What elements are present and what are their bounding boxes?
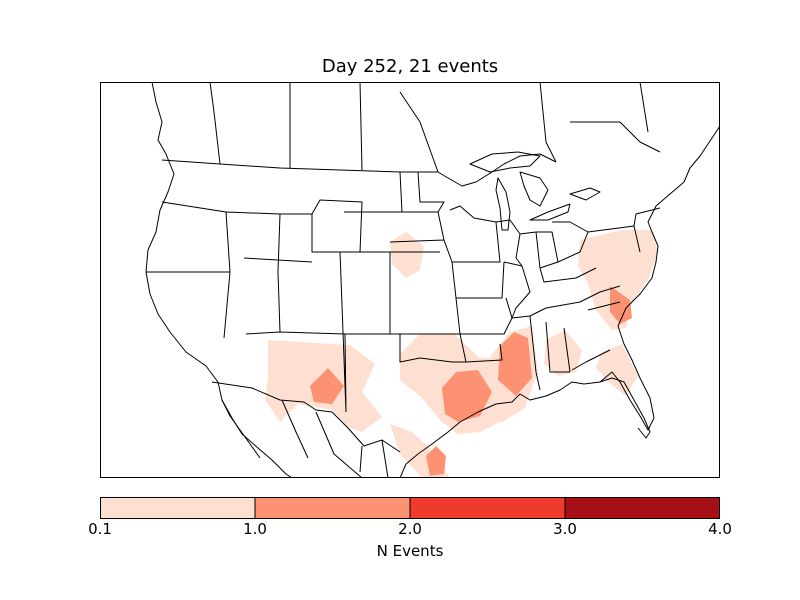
lake-ontario [569,187,601,201]
map-title: Day 252, 21 events [321,56,499,77]
lake-superior [469,151,541,173]
colorbar-tick-1: 1.0 [243,520,267,538]
map-frame [100,82,720,478]
colorbar-tick-0: 0.1 [88,520,112,538]
atlantic-coastline [617,125,720,345]
colorbar [100,497,720,519]
us-state-lines-west [146,199,460,413]
colorbar-tick-4: 4.0 [708,520,732,538]
colorbar-segment-3 [410,497,565,519]
colorbar-tick-2: 2.0 [398,520,422,538]
colorbar-segment-1 [100,497,255,519]
lake-huron [519,171,549,207]
pacific-coastline [145,82,293,478]
density-region-arkansas [498,332,532,396]
florida-peninsula [599,377,651,439]
density-region-north-carolina [610,286,632,324]
canada-province-lines [209,82,661,173]
gulf-coastline [399,343,655,478]
colorbar-segment-4 [565,497,720,519]
density-region-southeast [596,344,638,396]
density-region-nebraska [390,232,424,278]
baja-coast [221,399,261,459]
us-mexico-border [211,381,401,453]
us-canada-border [161,153,557,187]
mexico-state-lines [281,399,389,478]
density-region-south-texas [426,446,446,476]
colorbar-label: N Events [376,542,444,560]
density-region-virginia [578,230,658,330]
colorbar-segment-2 [255,497,410,519]
colorbar-tick-3: 3.0 [553,520,577,538]
density-region-alabama-georgia [544,330,582,376]
density-region-east-texas [442,370,492,422]
lake-erie [529,203,571,221]
map-panel[interactable] [100,82,720,478]
lake-michigan [495,177,511,231]
density-region-southern-nm [310,368,344,404]
us-state-lines-east [495,207,661,391]
event-density-layer [265,230,658,478]
boundary-lines [145,82,720,478]
